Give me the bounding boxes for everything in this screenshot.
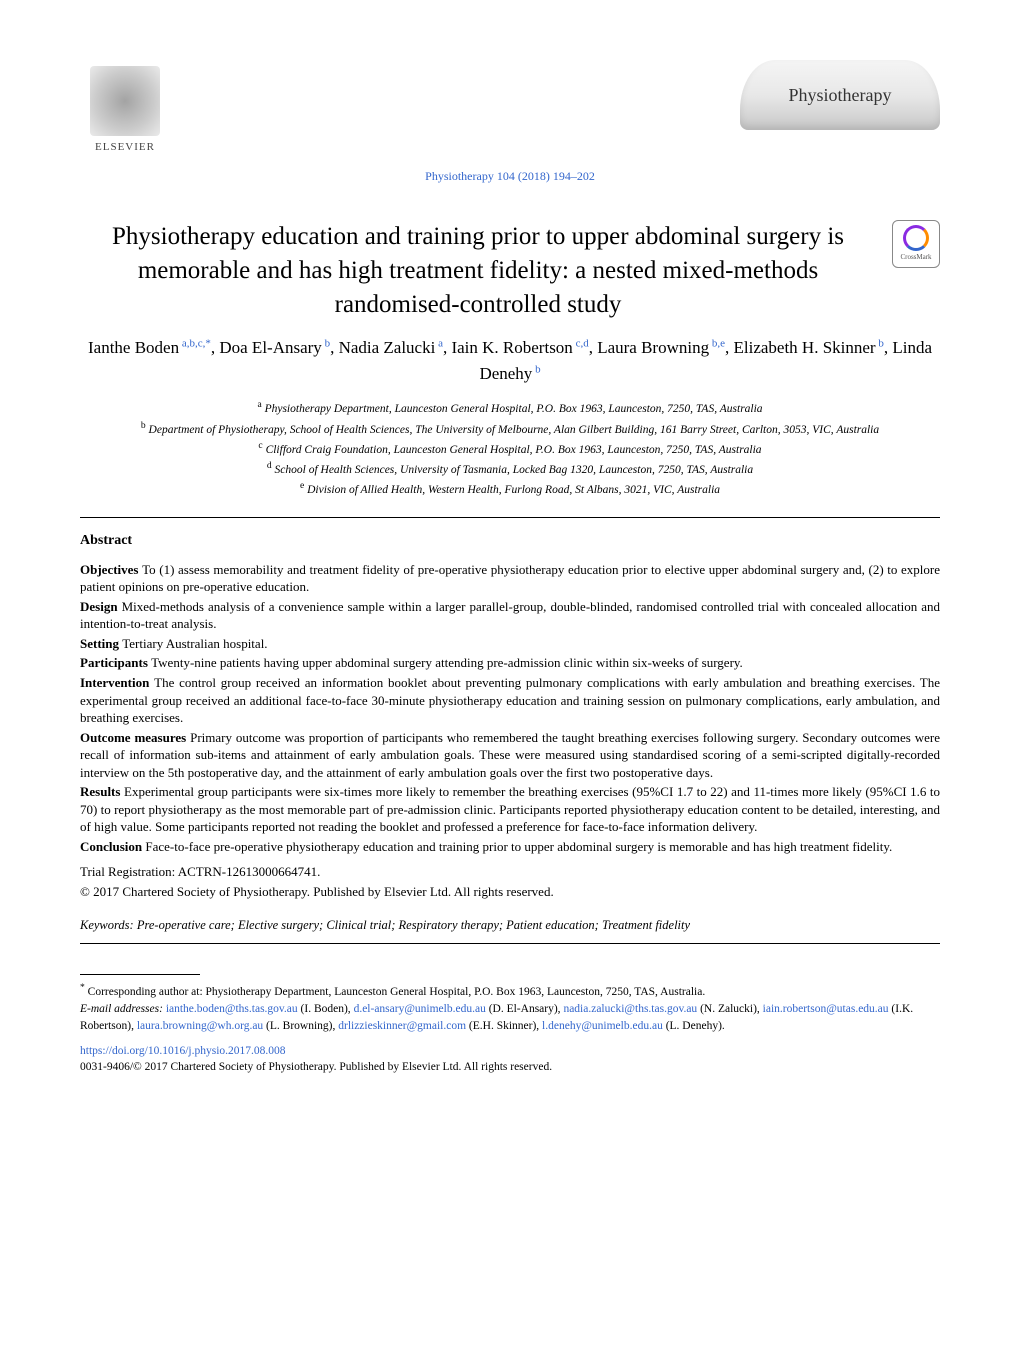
abstract-item-label: Conclusion [80,839,145,854]
abstract-item-label: Objectives [80,562,142,577]
abstract-item-label: Outcome measures [80,730,190,745]
abstract-item-text: To (1) assess memorability and treatment… [80,562,940,595]
issn-copyright: 0031-9406/© 2017 Chartered Society of Ph… [80,1060,940,1076]
abstract-item: Conclusion Face-to-face pre-operative ph… [80,838,940,856]
affiliation-item: b Department of Physiotherapy, School of… [80,419,940,439]
footnote-separator [80,974,200,975]
affiliation-list: a Physiotherapy Department, Launceston G… [80,398,940,498]
corresponding-text: Corresponding author at: Physiotherapy D… [88,986,706,998]
keywords-line: Keywords: Pre-operative care; Elective s… [80,917,940,934]
abstract-item-text: Primary outcome was proportion of partic… [80,730,940,780]
title-row: Physiotherapy education and training pri… [80,220,940,335]
elsevier-tree-icon [90,66,160,136]
abstract-item-text: Tertiary Australian hospital. [122,636,267,651]
corresponding-author-note: * Corresponding author at: Physiotherapy… [80,981,940,1001]
email-link[interactable]: ianthe.boden@ths.tas.gov.au [166,1003,298,1015]
journal-name: Physiotherapy [789,83,892,107]
abstract-item-label: Design [80,599,122,614]
publisher-logo: ELSEVIER [80,60,170,160]
abstract-item-label: Participants [80,655,151,670]
abstract-item: Objectives To (1) assess memorability an… [80,561,940,596]
doi-line: https://doi.org/10.1016/j.physio.2017.08… [80,1044,940,1060]
abstract-item-text: Mixed-methods analysis of a convenience … [80,599,940,632]
abstract-item-text: Experimental group participants were six… [80,784,940,834]
affiliation-item: d School of Health Sciences, University … [80,459,940,479]
abstract-item-label: Setting [80,636,122,651]
page-header: ELSEVIER Physiotherapy [80,60,940,160]
publisher-name: ELSEVIER [95,140,155,155]
rule-bottom [80,943,940,944]
abstract-item-text: Face-to-face pre-operative physiotherapy… [145,839,892,854]
keywords-label: Keywords: [80,918,134,932]
abstract-item-text: Twenty-nine patients having upper abdomi… [151,655,743,670]
crossmark-label: CrossMark [900,253,931,262]
crossmark-icon [903,225,929,251]
crossmark-badge[interactable]: CrossMark [892,220,940,268]
affiliation-item: e Division of Allied Health, Western Hea… [80,479,940,499]
email-link[interactable]: d.el-ansary@unimelb.edu.au [354,1003,486,1015]
abstract-item: Outcome measures Primary outcome was pro… [80,729,940,782]
email-addresses-line: E-mail addresses: ianthe.boden@ths.tas.g… [80,1001,940,1034]
journal-citation: Physiotherapy 104 (2018) 194–202 [80,168,940,184]
article-title: Physiotherapy education and training pri… [80,220,876,321]
email-link[interactable]: drlizzieskinner@gmail.com [338,1020,466,1032]
citation-link[interactable]: Physiotherapy 104 (2018) 194–202 [425,169,595,183]
author-list: Ianthe Boden a,b,c,*, Doa El-Ansary b, N… [80,335,940,386]
abstract-item: Participants Twenty-nine patients having… [80,654,940,672]
abstract-item: Setting Tertiary Australian hospital. [80,635,940,653]
affiliation-item: a Physiotherapy Department, Launceston G… [80,398,940,418]
abstract-item-label: Results [80,784,124,799]
footnotes: * Corresponding author at: Physiotherapy… [80,981,940,1034]
abstract-item-label: Intervention [80,675,154,690]
keywords-text: Pre-operative care; Elective surgery; Cl… [137,918,690,932]
email-link[interactable]: laura.browning@wh.org.au [137,1020,263,1032]
abstract-body: Objectives To (1) assess memorability an… [80,561,940,856]
trial-registration: Trial Registration: ACTRN-12613000664741… [80,863,940,881]
abstract-item: Results Experimental group participants … [80,783,940,836]
email-link[interactable]: l.denehy@unimelb.edu.au [542,1020,663,1032]
abstract-item: Intervention The control group received … [80,674,940,727]
rule-top [80,517,940,518]
email-link[interactable]: nadia.zalucki@ths.tas.gov.au [563,1003,697,1015]
affiliation-item: c Clifford Craig Foundation, Launceston … [80,439,940,459]
doi-link[interactable]: https://doi.org/10.1016/j.physio.2017.08… [80,1045,286,1057]
email-link[interactable]: iain.robertson@utas.edu.au [763,1003,889,1015]
abstract-copyright: © 2017 Chartered Society of Physiotherap… [80,883,940,901]
abstract-item: Design Mixed-methods analysis of a conve… [80,598,940,633]
abstract-item-text: The control group received an informatio… [80,675,940,725]
journal-logo: Physiotherapy [740,60,940,130]
abstract-heading: Abstract [80,532,940,551]
